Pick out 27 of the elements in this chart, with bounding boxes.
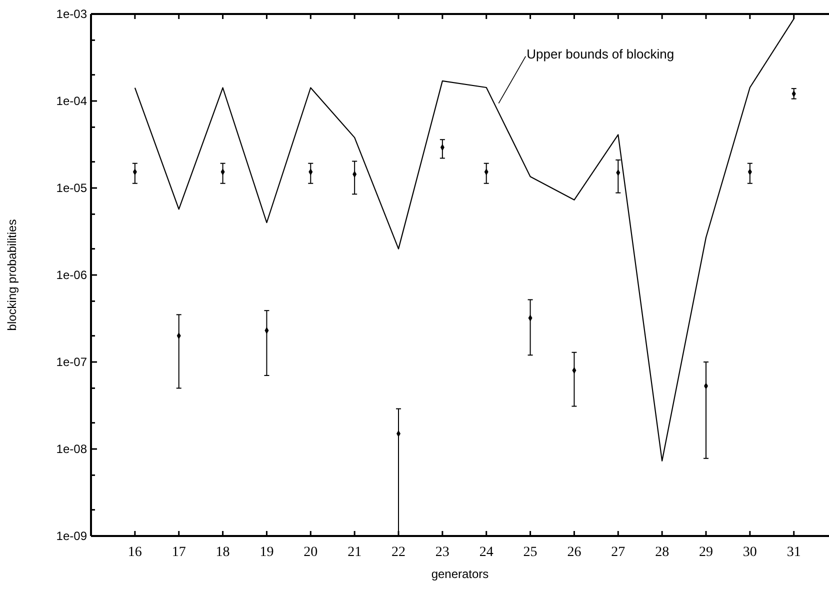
point <box>704 382 708 390</box>
annotation: Upper bounds of blocking <box>526 46 674 62</box>
x-tick-label: 21 <box>348 545 362 560</box>
y-tick-label: 1e-04 <box>56 94 88 108</box>
y-tick-label: 1e-06 <box>56 268 88 282</box>
y-axis-title: blocking probabilities <box>5 219 19 331</box>
x-tick-label: 23 <box>435 545 450 560</box>
x-tick-label: 22 <box>392 545 406 560</box>
x-tick-label: 20 <box>304 545 318 560</box>
x-tick-label: 25 <box>523 545 538 560</box>
y-tick-label: 1e-05 <box>56 181 88 195</box>
y-tick-label: 1e-09 <box>56 529 88 543</box>
x-tick-label: 19 <box>260 545 274 560</box>
x-tick-label: 18 <box>216 545 230 560</box>
x-tick-label: 24 <box>479 545 494 560</box>
x-tick-label: 31 <box>786 545 801 560</box>
x-tick-label: 28 <box>655 545 670 560</box>
x-tick-label: 16 <box>128 545 142 560</box>
y-tick-label: 1e-08 <box>56 442 88 456</box>
x-axis-title: generators <box>431 567 489 581</box>
y-tick-label: 1e-07 <box>56 355 88 369</box>
x-tick-label: 30 <box>742 545 757 560</box>
y-tick-label: 1e-03 <box>56 7 88 21</box>
x-tick-label: 27 <box>611 545 626 560</box>
x-tick-label: 29 <box>699 545 713 560</box>
x-tick-label: 17 <box>172 545 186 560</box>
x-tick-label: 26 <box>567 545 582 560</box>
